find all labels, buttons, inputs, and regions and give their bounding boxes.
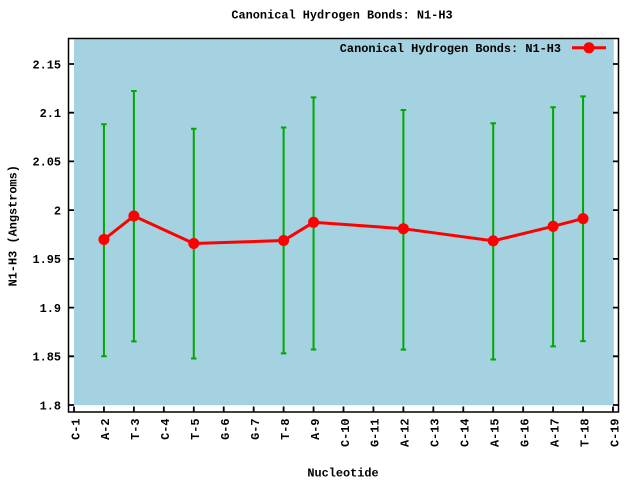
- svg-text:Nucleotide: Nucleotide: [307, 466, 378, 480]
- svg-text:T-8: T-8: [279, 419, 293, 440]
- svg-text:G-11: G-11: [369, 419, 383, 448]
- svg-text:1.9: 1.9: [40, 302, 61, 316]
- svg-text:G-7: G-7: [249, 419, 263, 440]
- svg-text:C-19: C-19: [608, 419, 622, 448]
- svg-text:T-18: T-18: [578, 419, 592, 448]
- svg-text:A-9: A-9: [309, 419, 323, 440]
- svg-text:N1-H3 (Angstroms): N1-H3 (Angstroms): [6, 165, 20, 286]
- svg-text:1.8: 1.8: [40, 399, 61, 413]
- svg-text:C-4: C-4: [159, 419, 173, 440]
- svg-text:T-5: T-5: [189, 419, 203, 440]
- svg-text:A-12: A-12: [399, 419, 413, 448]
- svg-text:Canonical Hydrogen Bonds: N1-H: Canonical Hydrogen Bonds: N1-H3: [340, 42, 561, 56]
- svg-text:A-17: A-17: [548, 419, 562, 448]
- svg-text:2.15: 2.15: [32, 58, 61, 72]
- svg-text:C-14: C-14: [459, 419, 473, 448]
- svg-text:1.95: 1.95: [32, 253, 61, 267]
- svg-text:A-15: A-15: [489, 419, 503, 448]
- svg-text:A-2: A-2: [99, 419, 113, 440]
- svg-text:G-6: G-6: [219, 419, 233, 440]
- svg-text:2.1: 2.1: [40, 107, 61, 121]
- svg-text:G-16: G-16: [518, 419, 532, 448]
- svg-text:1.85: 1.85: [32, 351, 61, 365]
- svg-text:C-13: C-13: [429, 419, 443, 448]
- svg-text:C-1: C-1: [69, 419, 83, 440]
- svg-text:C-10: C-10: [339, 419, 353, 448]
- svg-text:Canonical Hydrogen Bonds: N1-H: Canonical Hydrogen Bonds: N1-H3: [231, 8, 452, 22]
- svg-text:2.05: 2.05: [32, 156, 61, 170]
- svg-text:T-3: T-3: [129, 419, 143, 440]
- svg-text:2: 2: [54, 204, 61, 218]
